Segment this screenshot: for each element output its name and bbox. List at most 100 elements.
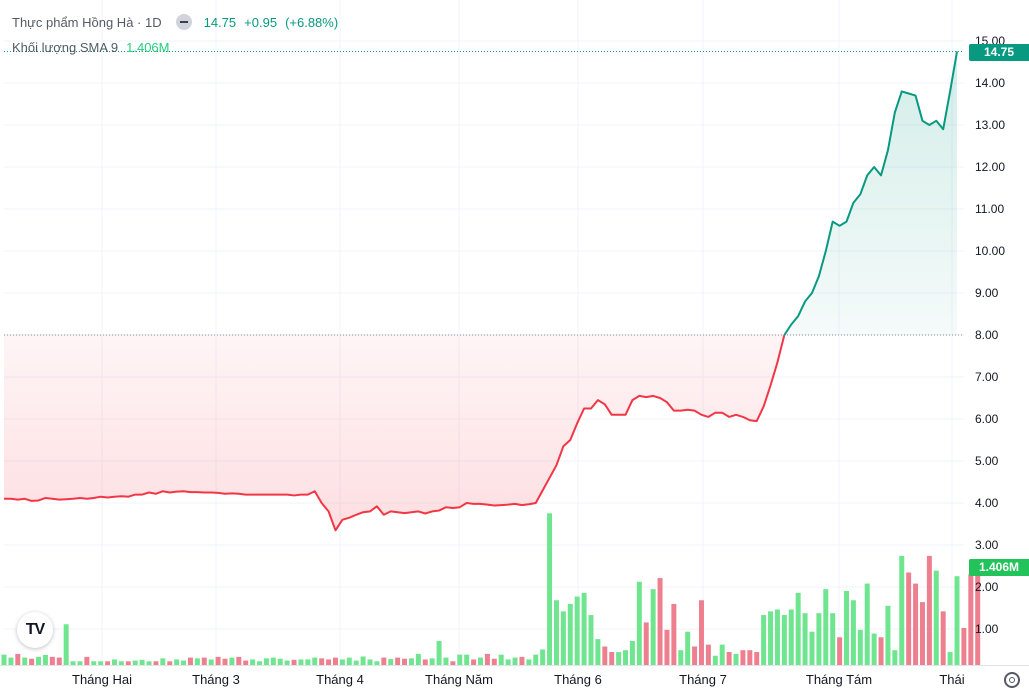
- settings-icon[interactable]: [1004, 672, 1020, 688]
- volume-bar: [954, 576, 960, 665]
- volume-bar: [961, 628, 967, 665]
- volume-bar: [850, 600, 856, 665]
- symbol-title[interactable]: Thực phẩm Hồng Hà · 1D: [12, 14, 162, 30]
- volume-bar: [671, 603, 677, 665]
- volume-bar: [643, 622, 649, 665]
- volume-bar: [650, 589, 656, 665]
- volume-bar: [312, 657, 318, 665]
- volume-bar: [270, 657, 276, 665]
- volume-bar: [367, 659, 373, 665]
- time-tick-label: Tháng Tám: [806, 672, 872, 687]
- volume-bar: [229, 657, 235, 665]
- volume-bar: [15, 653, 21, 665]
- volume-bar: [526, 659, 532, 665]
- last-volume-tag: 1.406M: [969, 558, 1029, 576]
- volume-bar: [277, 658, 283, 665]
- price-tick-label: 4.00: [975, 496, 999, 510]
- volume-bars: [1, 513, 981, 665]
- volume-bar: [540, 649, 546, 665]
- volume-bar: [77, 661, 83, 665]
- volume-bar: [657, 578, 663, 665]
- volume-bar: [360, 656, 366, 665]
- volume-bar: [22, 657, 28, 665]
- volume-bar: [353, 660, 359, 665]
- volume-bar: [181, 660, 187, 665]
- volume-bar: [567, 603, 573, 665]
- volume-bar: [112, 659, 117, 665]
- volume-bar: [498, 654, 504, 665]
- volume-bar: [519, 656, 525, 665]
- last-price: 14.75: [203, 14, 237, 30]
- volume-bar: [484, 653, 490, 665]
- volume-bar: [906, 572, 912, 665]
- volume-bar: [795, 592, 801, 665]
- volume-bar: [975, 566, 981, 665]
- volume-bar: [8, 657, 14, 665]
- volume-bar: [408, 658, 414, 665]
- volume-bar: [42, 655, 48, 665]
- volume-bar: [139, 659, 145, 665]
- volume-bar: [802, 613, 808, 665]
- price-tick-label: 12.00: [975, 160, 1005, 174]
- volume-bar: [899, 555, 905, 665]
- time-tick-label: Tháng Hai: [72, 672, 132, 687]
- price-change-pct: (+6.88%): [285, 14, 339, 30]
- volume-bar: [968, 574, 974, 665]
- volume-bar: [768, 611, 774, 665]
- volume-bar: [478, 657, 483, 665]
- volume-bar: [63, 624, 69, 665]
- volume-bar: [243, 660, 249, 665]
- volume-bar: [402, 658, 408, 665]
- volume-bar: [761, 615, 767, 665]
- volume-value: 1.406M: [126, 40, 170, 55]
- volume-bar: [201, 657, 207, 665]
- volume-bar: [616, 652, 622, 665]
- volume-bar: [339, 659, 345, 665]
- volume-bar: [388, 659, 394, 665]
- volume-bar: [450, 661, 456, 665]
- volume-label[interactable]: Khối lượng SMA 9: [12, 40, 119, 55]
- price-tick-label: 9.00: [975, 286, 999, 300]
- volume-bar: [443, 657, 449, 665]
- area-below-baseline: [4, 335, 785, 531]
- volume-bar: [374, 661, 380, 665]
- volume-bar: [698, 600, 704, 665]
- volume-bar: [830, 613, 836, 665]
- volume-bar: [837, 637, 843, 665]
- legend-volume-row: Khối lượng SMA 9 1.406M: [12, 40, 170, 55]
- volume-bar: [940, 611, 946, 665]
- volume-bar: [305, 659, 311, 665]
- volume-bar: [381, 657, 387, 665]
- volume-bar: [623, 650, 629, 665]
- volume-bar: [678, 650, 684, 665]
- axes: 15.0014.0013.0012.0011.0010.009.008.007.…: [0, 34, 1029, 687]
- volume-bar: [947, 652, 953, 665]
- volume-bar: [629, 640, 635, 665]
- volume-bar: [491, 658, 497, 665]
- volume-bar: [926, 555, 932, 665]
- volume-bar: [91, 661, 97, 665]
- volume-bar: [56, 657, 62, 665]
- volume-bar: [774, 609, 780, 665]
- price-tick-label: 10.00: [975, 244, 1005, 258]
- volume-bar: [740, 650, 746, 665]
- volume-bar: [885, 605, 891, 665]
- tradingview-logo-icon[interactable]: TV: [17, 612, 53, 648]
- time-tick-label: Tháng 7: [679, 672, 727, 687]
- volume-bar: [685, 631, 691, 665]
- volume-bar: [705, 644, 711, 665]
- price-line: [4, 51, 958, 532]
- volume-bar: [346, 657, 352, 665]
- minus-icon[interactable]: [175, 14, 192, 30]
- volume-bar: [187, 657, 193, 665]
- volume-bar: [471, 659, 477, 665]
- volume-bar: [712, 655, 718, 665]
- volume-bar: [864, 583, 870, 665]
- volume-bar: [823, 589, 829, 665]
- volume-bar: [118, 661, 124, 665]
- volume-bar: [754, 652, 760, 665]
- volume-bar: [284, 660, 290, 665]
- volume-bar: [588, 615, 594, 665]
- volume-bar: [574, 596, 580, 665]
